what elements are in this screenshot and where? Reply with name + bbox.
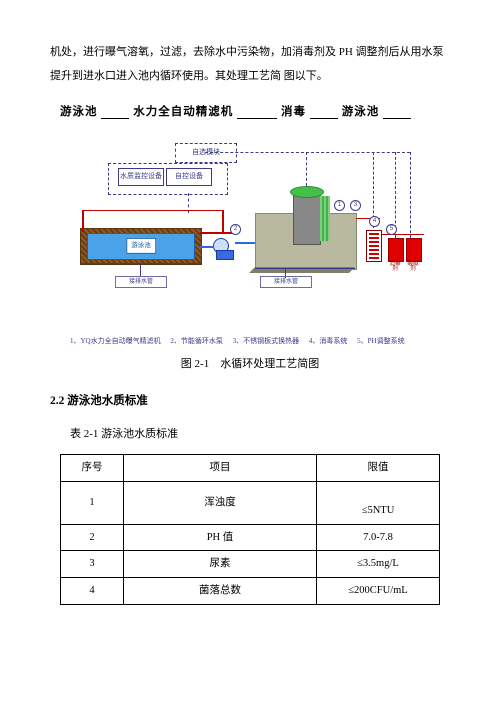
ctrl-line — [306, 152, 308, 186]
pipe-return — [82, 210, 84, 232]
dosing-label: 酸碱剂 — [405, 262, 421, 273]
legend-item: 2、节能循环水泵 — [170, 337, 223, 347]
drain-line — [140, 264, 141, 276]
pump — [213, 238, 235, 260]
swimming-pool: 游泳池 — [80, 228, 202, 265]
filter-top — [290, 186, 324, 198]
circled-number: 3 — [350, 200, 361, 211]
flow-arrow — [383, 106, 411, 119]
flow-arrow — [237, 106, 277, 119]
cell-seq: 3 — [61, 551, 124, 578]
cell-limit: ≤5NTU — [317, 481, 440, 524]
legend-item: 4、消毒系统 — [309, 337, 348, 347]
table-row: 2 PH 值 7.0-7.8 — [61, 524, 440, 551]
monitor-box: 水质监控设备 — [118, 168, 164, 186]
table-row: 4 菌落总数 ≤200CFU/mL — [61, 578, 440, 605]
cell-item: 尿素 — [124, 551, 317, 578]
ground-line — [255, 268, 355, 269]
dosing-tank-ph — [406, 238, 422, 262]
pipe — [200, 246, 214, 248]
circled-number: 2 — [230, 224, 241, 235]
flow-node-filter: 水力全自动精滤机 — [133, 100, 233, 125]
pipe-return — [222, 210, 224, 232]
pipe — [235, 242, 255, 244]
pool-label: 游泳池 — [126, 238, 156, 254]
flow-node-disinfect: 消毒 — [281, 100, 306, 125]
table-row: 1 浑浊度 ≤5NTU — [61, 481, 440, 524]
legend-item: 3、不锈钢板式换热器 — [233, 337, 300, 347]
circled-number: 5 — [386, 224, 397, 235]
process-flow-line: 游泳池 水力全自动精滤机 消毒 游泳池 — [60, 100, 450, 125]
process-diagram: 自选模块 水质监控设备 自控设备 游泳池 接排水管 接排水管 消毒剂 酸碱剂 — [70, 138, 430, 333]
cell-item: 菌落总数 — [124, 578, 317, 605]
drain-label: 接排水管 — [115, 276, 167, 288]
controller-box: 自控设备 — [166, 168, 212, 186]
cell-seq: 2 — [61, 524, 124, 551]
cell-item: PH 值 — [124, 524, 317, 551]
legend-item: 5、PH调整系统 — [357, 337, 404, 347]
diagram-legend: 1、YQ水力全自动曝气精滤机 2、节能循环水泵 3、不锈钢板式换热器 4、消毒系… — [70, 337, 430, 347]
flow-node-pool-in: 游泳池 — [60, 100, 98, 125]
circled-number: 1 — [334, 200, 345, 211]
pipe-return — [82, 210, 224, 212]
ctrl-line — [410, 152, 412, 238]
legend-item: 1、YQ水力全自动曝气精滤机 — [70, 337, 161, 347]
flow-node-pool-out: 游泳池 — [342, 100, 380, 125]
cell-limit: ≤3.5mg/L — [317, 551, 440, 578]
pool-water: 游泳池 — [87, 233, 195, 260]
flow-arrow — [310, 106, 338, 119]
filter-bars — [320, 196, 330, 241]
drain-label: 接排水管 — [260, 276, 312, 288]
table-row: 3 尿素 ≤3.5mg/L — [61, 551, 440, 578]
th-seq: 序号 — [61, 455, 124, 482]
filter-cylinder — [293, 193, 321, 245]
water-quality-table: 序号 项目 限值 1 浑浊度 ≤5NTU 2 PH 值 7.0-7.8 3 尿素… — [60, 454, 440, 605]
th-limit: 限值 — [317, 455, 440, 482]
heat-exchanger — [366, 230, 382, 262]
intro-paragraph: 机处，进行曝气溶氧，过滤，去除水中污染物，加消毒剂及 PH 调整剂后从用水泵提升… — [50, 40, 450, 88]
circled-number: 4 — [369, 216, 380, 227]
cell-limit: ≤200CFU/mL — [317, 578, 440, 605]
section-heading-2-2: 2.2 游泳池水质标准 — [50, 389, 450, 414]
table-caption: 表 2-1 游泳池水质标准 — [70, 422, 450, 446]
cell-limit: 7.0-7.8 — [317, 524, 440, 551]
cell-seq: 4 — [61, 578, 124, 605]
dosing-label: 消毒剂 — [387, 262, 403, 273]
flow-arrow — [101, 106, 129, 119]
cell-item: 浑浊度 — [124, 481, 317, 524]
cell-seq: 1 — [61, 481, 124, 524]
pump-base — [216, 250, 234, 260]
figure-caption: 图 2-1 水循环处理工艺简图 — [50, 352, 450, 376]
table-header-row: 序号 项目 限值 — [61, 455, 440, 482]
th-item: 项目 — [124, 455, 317, 482]
dosing-tank-disinfect — [388, 238, 404, 262]
